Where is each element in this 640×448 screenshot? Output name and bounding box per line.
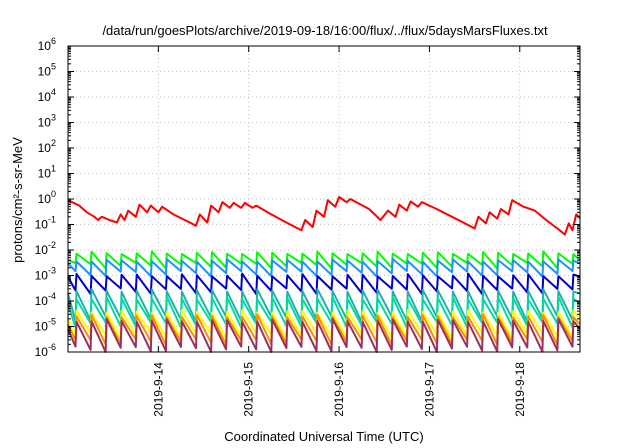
y-tick-label: 10-5 xyxy=(35,317,56,334)
y-tick-label: 10-3 xyxy=(35,266,56,283)
y-tick-exponent: -5 xyxy=(48,317,56,327)
y-tick-label: 104 xyxy=(38,87,56,104)
y-axis-ticks: 10-610-510-410-310-210-11001011021031041… xyxy=(35,36,580,359)
y-tick-label: 103 xyxy=(38,113,56,130)
y-tick-label: 106 xyxy=(38,36,56,53)
y-tick-exponent: 3 xyxy=(51,113,56,123)
y-tick-exponent: -2 xyxy=(48,240,56,250)
y-tick-label: 101 xyxy=(38,164,56,181)
y-tick-exponent: -1 xyxy=(48,215,56,225)
x-axis-label: Coordinated Universal Time (UTC) xyxy=(224,429,423,444)
y-tick-exponent: -4 xyxy=(48,291,56,301)
y-axis-label: protons/cm²-s-sr-MeV xyxy=(10,137,25,263)
y-tick-exponent: -6 xyxy=(48,342,56,352)
series-line xyxy=(67,258,581,278)
y-tick-label: 10-2 xyxy=(35,240,56,257)
x-tick-label: 2019-9-18 xyxy=(513,362,527,417)
y-tick-label: 10-4 xyxy=(35,291,56,308)
series-line xyxy=(67,287,581,323)
x-tick-label: 2019-9-16 xyxy=(332,362,346,417)
y-tick-exponent: 4 xyxy=(51,87,56,97)
data-series xyxy=(67,196,581,353)
y-tick-label: 10-1 xyxy=(35,215,56,232)
series-line xyxy=(67,272,581,295)
y-tick-exponent: 6 xyxy=(51,36,56,46)
series-line xyxy=(67,196,581,236)
x-tick-label: 2019-9-14 xyxy=(151,362,165,417)
series-line xyxy=(67,317,581,353)
series-line xyxy=(67,295,581,329)
y-tick-label: 10-6 xyxy=(35,342,56,359)
x-axis-ticks: 2019-9-14 2019-9-15 2019-9-16 2019-9-17 2019… xyxy=(151,46,527,417)
y-tick-exponent: 5 xyxy=(51,62,56,72)
y-tick-exponent: -3 xyxy=(48,266,56,276)
y-tick-label: 102 xyxy=(38,138,56,155)
y-tick-exponent: 1 xyxy=(51,164,56,174)
chart-title: /data/run/goesPlots/archive/2019-09-18/1… xyxy=(102,23,548,38)
y-tick-label: 105 xyxy=(38,62,56,79)
y-tick-exponent: 0 xyxy=(51,189,56,199)
y-tick-label: 100 xyxy=(38,189,56,206)
y-tick-exponent: 2 xyxy=(51,138,56,148)
series-line xyxy=(67,250,581,270)
x-tick-label: 2019-9-15 xyxy=(242,362,256,417)
x-tick-label: 2019-9-17 xyxy=(422,362,436,417)
